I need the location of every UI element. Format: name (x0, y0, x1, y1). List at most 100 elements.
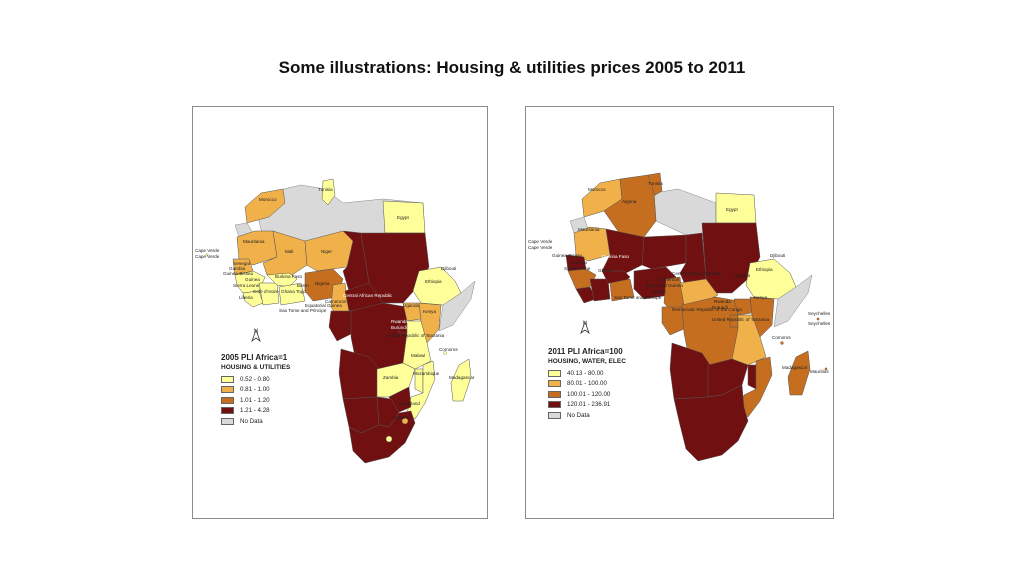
label-djibouti: Djibouti (770, 253, 785, 258)
label-liberia: Liberia (239, 295, 253, 300)
legend-item: 1.21 - 4.28 (221, 406, 290, 417)
label-guinea: Guinea (245, 277, 260, 282)
label-benin: Benin (297, 283, 309, 288)
label-uganda: Uganda (734, 273, 751, 278)
label-mauritius: Mauritius (810, 369, 829, 374)
country-liberia (242, 290, 264, 308)
legend-swatch (548, 411, 561, 419)
label-zambia: Zambia (383, 375, 399, 380)
label-car: Central African Republic (343, 293, 393, 298)
label-tanzania: United Republic of Tanzania (712, 317, 770, 322)
country-burkina (266, 272, 298, 288)
label-eq-guinea: Equatorial Guinea (646, 283, 683, 288)
country-swaziland (401, 417, 409, 425)
country-south-africa (348, 410, 416, 464)
label-mauritania: Mauritania (243, 239, 265, 244)
country-cote-divoire (589, 278, 611, 302)
legend-2011: 2011 PLI Africa=100 HOUSING, WATER, ELEC… (548, 347, 626, 421)
label-morocco: Morocco (259, 197, 277, 202)
country-madagascar (787, 350, 811, 396)
label-guinea: Guinea (572, 260, 587, 265)
label-gambia: Gambia (229, 266, 246, 271)
country-southern-block (673, 384, 749, 462)
label-algeria: Algeria (622, 199, 637, 204)
label-seychelles-2: Seychelles (808, 321, 831, 326)
legend-item: 40.13 - 80.00 (548, 368, 626, 379)
legend-item: 120.01 - 236.91 (548, 400, 626, 411)
country-gabon-congo (328, 310, 354, 342)
north-arrow-icon (251, 329, 261, 343)
legend-subtitle: HOUSING & UTILITIES (221, 364, 291, 371)
label-car: Central African Republic (672, 271, 722, 276)
legend-label: 1.01 - 1.20 (240, 396, 270, 404)
country-ghana (609, 278, 635, 302)
label-burkina-faso: Burkina Faso (602, 254, 630, 259)
label-ghana-togo: Ghana Togo (281, 289, 306, 294)
label-sao-tome: Sao Tome and Principe (279, 308, 327, 313)
country-niger (641, 234, 687, 270)
country-comoros (780, 341, 784, 345)
label-cape-verde-2: Cape Verde (528, 245, 553, 250)
label-cape-verde: Cape Verde (195, 248, 220, 253)
legend-label: 0.52 - 0.80 (240, 375, 270, 383)
label-cameroon: Cameroon (658, 277, 680, 282)
country-mauritius (824, 367, 828, 371)
label-cape-verde-2: Cape Verde (195, 254, 220, 259)
legend-item: No Data (221, 416, 290, 427)
label-swaziland: Swaziland (399, 401, 420, 406)
legend-item: 80.01 - 100.00 (548, 379, 626, 390)
country-madagascar (450, 358, 472, 402)
label-drc: Democratic Republic of the Congo (672, 307, 742, 312)
legend-item: No Data (548, 410, 626, 421)
legend-label: No Data (240, 417, 263, 425)
north-arrow: N (578, 321, 592, 335)
slide-title: Some illustrations: Housing & utilities … (278, 58, 746, 77)
label-sao-tome: Sao Tome and Principe (614, 295, 662, 300)
label-tanzania: United Republic of Tanzania (387, 333, 445, 338)
legend-label: 1.21 - 4.28 (240, 407, 270, 415)
country-cape-verde (205, 253, 209, 257)
legend-title: 2005 PLI Africa=1 (221, 353, 288, 362)
country-mozambique (739, 356, 773, 418)
label-nigeria: Nigeria (315, 281, 330, 286)
country-malawi (747, 364, 757, 390)
label-mozambique: Mozambique (413, 371, 440, 376)
label-kenya: Kenya (754, 295, 767, 300)
label-tunisia: Tunisia (318, 187, 333, 192)
label-senegal: Senegal (233, 261, 250, 266)
legend-2005: 2005 PLI Africa=1 HOUSING & UTILITIES 0.… (221, 353, 290, 427)
label-burkina-faso: Burkina Faso (275, 274, 303, 279)
legend-label: 120.01 - 236.91 (567, 401, 611, 409)
country-gabon (661, 306, 685, 336)
label-cape-verde: Cape Verde (528, 239, 553, 244)
country-seychelles (816, 317, 820, 321)
label-seychelles: Seychelles (808, 311, 831, 316)
country-cote-divoire (258, 282, 280, 306)
legend-swatch (221, 375, 234, 383)
legend-swatch (548, 390, 561, 398)
legend-item: 0.52 - 0.80 (221, 374, 290, 385)
label-morocco: Morocco (588, 187, 606, 192)
label-madagascar: Madagascar (782, 365, 808, 370)
label-guinea-bissau: Guinea-Bissau (552, 253, 583, 258)
legend-label: No Data (567, 411, 590, 419)
label-egypt: Egypt (397, 215, 409, 220)
label-sierra-leone: Sierra Leone (564, 266, 591, 271)
country-ghana-togo (278, 282, 306, 306)
label-ethiopia: Ethiopia (756, 267, 773, 272)
region-nodata-somalia (773, 274, 813, 328)
country-comoros (443, 351, 447, 355)
label-malawi: Malawi (411, 353, 425, 358)
label-cote-divoire: Cote d'Ivoire (253, 289, 279, 294)
region-nodata-somalia (438, 280, 476, 332)
label-tunisia: Tunisia (648, 181, 663, 186)
label-guinea-bissau: Guinea-Bissau (223, 271, 254, 276)
label-burundi: Burundi (391, 325, 407, 330)
legend-label: 0.81 - 1.00 (240, 386, 270, 394)
africa-map-2011: Tunisia Morocco Algeria Egypt Cape Verde… (528, 172, 831, 462)
map-panel-2005: Tunisia Morocco Egypt Cape Verde Cape Ve… (192, 106, 488, 519)
map-panel-2011: Tunisia Morocco Algeria Egypt Cape Verde… (525, 106, 834, 519)
legend-swatch (221, 386, 234, 394)
legend-swatch (548, 401, 561, 409)
africa-map-2005: Tunisia Morocco Egypt Cape Verde Cape Ve… (195, 178, 476, 464)
